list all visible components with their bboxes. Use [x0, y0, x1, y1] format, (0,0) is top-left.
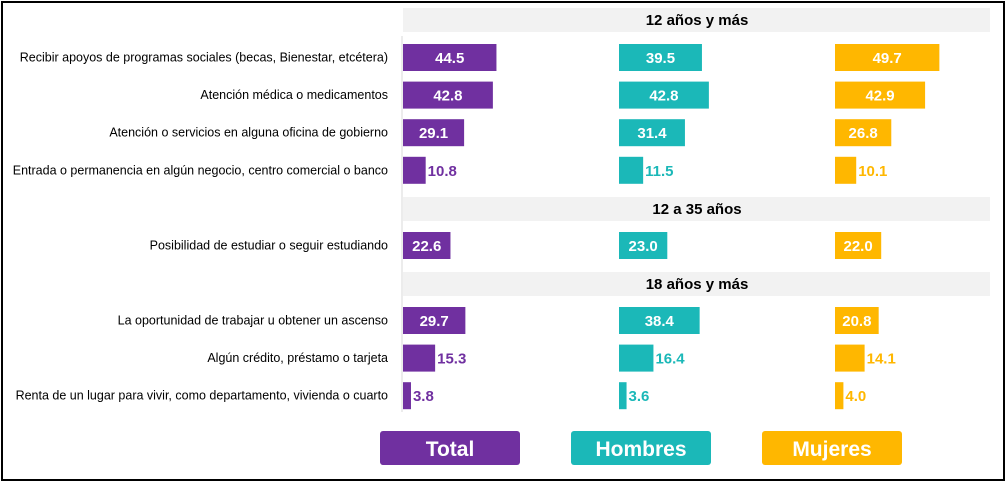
- bar-mujeres-entrada-o-permanencia-en-algun-negocio-c: [835, 156, 857, 184]
- bar-mujeres-la-oportunidad-de-trabajar-u-obtener-un-: [835, 307, 879, 334]
- value-label-mujeres-la-oportunidad-de-trabajar-u-obtener-un-: 20.8: [842, 313, 871, 330]
- value-label-hombres-algun-credito-prestamo-o-tarjeta: 16.4: [655, 351, 685, 368]
- category-label-posibilidad-de-estudiar-o-seguir-estudia: Posibilidad de estudiar o seguir estudia…: [150, 239, 388, 253]
- bar-mujeres-atencion-o-servicios-en-alguna-oficina-d: [835, 119, 892, 147]
- bar-total-renta-de-un-lugar-para-vivir-como-depart: [403, 382, 411, 410]
- section-band: [403, 8, 990, 32]
- bar-mujeres-algun-credito-prestamo-o-tarjeta: [835, 344, 865, 372]
- value-label-hombres-recibir-apoyos-de-programas-sociales-bec: 39.5: [646, 50, 675, 67]
- bar-total-atencion-o-servicios-en-alguna-oficina-d: [403, 119, 465, 147]
- legend-label-total: Total: [426, 438, 475, 461]
- bar-total-atencion-medica-o-medicamentos: [403, 81, 493, 109]
- category-label-renta-de-un-lugar-para-vivir-como-depart: Renta de un lugar para vivir, como depar…: [16, 389, 388, 403]
- bar-hombres-recibir-apoyos-de-programas-sociales-bec: [619, 44, 702, 71]
- value-label-mujeres-recibir-apoyos-de-programas-sociales-bec: 49.7: [873, 50, 902, 67]
- value-label-hombres-renta-de-un-lugar-para-vivir-como-depart: 3.6: [629, 388, 650, 405]
- category-label-atencion-o-servicios-en-alguna-oficina-d: Atención o servicios en alguna oficina d…: [109, 126, 388, 140]
- bar-mujeres-recibir-apoyos-de-programas-sociales-bec: [835, 44, 940, 71]
- legend-swatch-total: [380, 431, 520, 465]
- value-label-mujeres-entrada-o-permanencia-en-algun-negocio-c: 10.1: [858, 163, 887, 180]
- value-label-total-posibilidad-de-estudiar-o-seguir-estudia: 22.6: [412, 238, 441, 255]
- bar-hombres-la-oportunidad-de-trabajar-u-obtener-un-: [619, 307, 700, 334]
- bar-mujeres-renta-de-un-lugar-para-vivir-como-depart: [835, 382, 844, 410]
- legend-label-mujeres: Mujeres: [792, 438, 871, 461]
- bar-hombres-posibilidad-de-estudiar-o-seguir-estudia: [619, 232, 668, 259]
- value-label-hombres-la-oportunidad-de-trabajar-u-obtener-un-: 38.4: [645, 313, 675, 330]
- category-label-la-oportunidad-de-trabajar-u-obtener-un-: La oportunidad de trabajar u obtener un …: [118, 314, 388, 328]
- category-label-algun-credito-prestamo-o-tarjeta: Algún crédito, préstamo o tarjeta: [207, 351, 388, 365]
- bar-mujeres-posibilidad-de-estudiar-o-seguir-estudia: [835, 232, 882, 259]
- bar-hombres-algun-credito-prestamo-o-tarjeta: [619, 344, 654, 372]
- value-label-total-la-oportunidad-de-trabajar-u-obtener-un-: 29.7: [420, 313, 449, 330]
- value-label-hombres-entrada-o-permanencia-en-algun-negocio-c: 11.5: [645, 163, 673, 180]
- value-label-mujeres-posibilidad-de-estudiar-o-seguir-estudia: 22.0: [843, 238, 872, 255]
- value-label-hombres-posibilidad-de-estudiar-o-seguir-estudia: 23.0: [629, 238, 658, 255]
- bar-hombres-atencion-medica-o-medicamentos: [619, 81, 709, 109]
- value-label-total-renta-de-un-lugar-para-vivir-como-depart: 3.8: [413, 388, 434, 405]
- category-label-entrada-o-permanencia-en-algun-negocio-c: Entrada o permanencia en algún negocio, …: [13, 163, 388, 177]
- bar-mujeres-atencion-medica-o-medicamentos: [835, 81, 926, 109]
- value-label-mujeres-atencion-medica-o-medicamentos: 42.9: [865, 88, 894, 105]
- value-label-mujeres-algun-credito-prestamo-o-tarjeta: 14.1: [867, 351, 896, 368]
- bar-total-posibilidad-de-estudiar-o-seguir-estudia: [403, 232, 451, 259]
- legend-label-hombres: Hombres: [595, 438, 686, 461]
- bar-total-algun-credito-prestamo-o-tarjeta: [403, 344, 436, 372]
- section-band: [403, 272, 990, 296]
- value-label-total-recibir-apoyos-de-programas-sociales-bec: 44.5: [435, 50, 464, 67]
- value-label-mujeres-renta-de-un-lugar-para-vivir-como-depart: 4.0: [845, 388, 866, 405]
- legend-swatch-hombres: [571, 431, 711, 465]
- value-label-mujeres-atencion-o-servicios-en-alguna-oficina-d: 26.8: [849, 125, 878, 142]
- section-title: 12 años y más: [646, 12, 749, 29]
- section-band: [403, 197, 990, 221]
- section-title: 18 años y más: [646, 276, 749, 293]
- category-label-recibir-apoyos-de-programas-sociales-bec: Recibir apoyos de programas sociales (be…: [20, 51, 388, 65]
- bar-total-la-oportunidad-de-trabajar-u-obtener-un-: [403, 307, 466, 334]
- bar-hombres-renta-de-un-lugar-para-vivir-como-depart: [619, 382, 627, 410]
- value-label-total-atencion-o-servicios-en-alguna-oficina-d: 29.1: [419, 125, 448, 142]
- bar-hombres-atencion-o-servicios-en-alguna-oficina-d: [619, 119, 685, 147]
- value-label-total-entrada-o-permanencia-en-algun-negocio-c: 10.8: [428, 163, 457, 180]
- category-label-atencion-medica-o-medicamentos: Atención médica o medicamentos: [200, 88, 388, 102]
- value-label-hombres-atencion-o-servicios-en-alguna-oficina-d: 31.4: [637, 125, 667, 142]
- value-label-hombres-atencion-medica-o-medicamentos: 42.8: [649, 88, 678, 105]
- section-title: 12 a 35 años: [652, 201, 741, 218]
- legend-swatch-mujeres: [762, 431, 902, 465]
- bar-total-entrada-o-permanencia-en-algun-negocio-c: [403, 156, 426, 184]
- bar-hombres-entrada-o-permanencia-en-algun-negocio-c: [619, 156, 644, 184]
- value-label-total-atencion-medica-o-medicamentos: 42.8: [433, 88, 462, 105]
- value-label-total-algun-credito-prestamo-o-tarjeta: 15.3: [437, 351, 466, 368]
- bar-total-recibir-apoyos-de-programas-sociales-bec: [403, 44, 497, 71]
